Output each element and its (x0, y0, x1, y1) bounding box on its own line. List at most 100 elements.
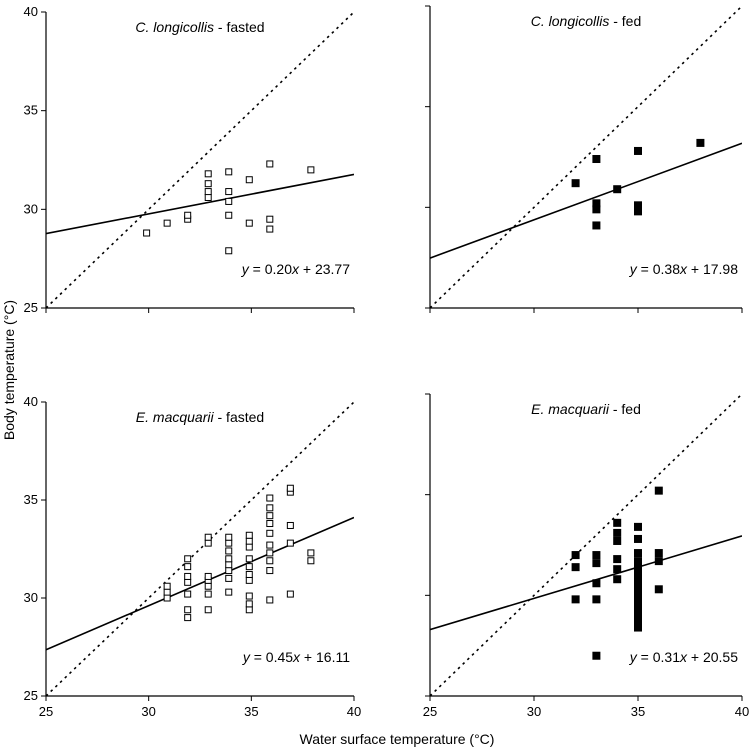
data-point (634, 522, 642, 531)
x-axis-label: Water surface temperature (°C) (300, 731, 495, 747)
data-point (654, 585, 663, 594)
data-point (225, 574, 233, 582)
data-point (286, 590, 294, 598)
data-point (592, 651, 601, 660)
data-point (613, 518, 622, 527)
data-point (245, 600, 253, 608)
data-point (163, 582, 171, 590)
equation-part: y (241, 261, 250, 277)
data-point (225, 555, 233, 563)
data-point (571, 595, 580, 604)
data-point (204, 590, 212, 598)
data-point (592, 559, 601, 568)
equation-part: = 0.31 (637, 649, 680, 665)
data-point (286, 484, 294, 492)
data-point (225, 247, 233, 255)
y-tick-label: 35 (24, 492, 38, 507)
data-point (634, 146, 642, 155)
data-point (307, 557, 315, 565)
data-point (634, 549, 642, 558)
data-point (654, 549, 663, 558)
y-tick-label: 25 (24, 300, 38, 315)
data-point (204, 170, 212, 178)
data-point (245, 563, 253, 571)
data-point (592, 579, 601, 588)
data-point (266, 529, 274, 537)
data-point (225, 168, 233, 176)
equation-part: x (679, 261, 688, 277)
equation-part: x (292, 649, 301, 665)
data-point (266, 160, 274, 168)
y-tick-label: 35 (24, 103, 38, 118)
data-point (184, 590, 192, 598)
species-name: E. macquarii (531, 401, 610, 417)
data-point (266, 225, 274, 233)
data-point (245, 555, 253, 563)
data-point (204, 606, 212, 614)
y-tick-label: 40 (24, 4, 38, 19)
identity-line (430, 6, 742, 308)
data-point (613, 575, 622, 584)
equation-part: y (629, 261, 638, 277)
data-point (307, 549, 315, 557)
treatment-label: - fasted (214, 409, 265, 425)
treatment-label: - fed (609, 13, 641, 29)
data-point (266, 549, 274, 557)
panel-title: E. macquarii - fasted (136, 409, 264, 425)
treatment-label: - fasted (214, 19, 265, 35)
equation-part: y (629, 649, 638, 665)
x-tick-label: 30 (527, 704, 541, 719)
equation-part: x (291, 261, 300, 277)
treatment-label: - fed (609, 401, 641, 417)
x-tick-label: 25 (39, 704, 53, 719)
data-point (204, 572, 212, 580)
chart-panel-3: 25 30 35 40 25 30 35 40 E. macquarii - fasted y =… (24, 394, 362, 719)
data-point (654, 486, 663, 495)
regression-line (46, 173, 354, 235)
x-tick-label: 30 (141, 704, 155, 719)
data-point (592, 595, 601, 604)
y-tick-label: 40 (24, 394, 38, 409)
panel-title: E. macquarii - fed (531, 401, 641, 417)
data-point (225, 561, 233, 569)
regression-line (430, 535, 742, 631)
regression-equation: y = 0.31x + 20.55 (629, 649, 738, 665)
panel-title: C. longicollis - fed (531, 13, 642, 29)
data-point (204, 193, 212, 201)
data-point (634, 534, 642, 543)
data-point (204, 582, 212, 590)
data-point (204, 188, 212, 196)
data-point (163, 219, 171, 227)
data-point (225, 533, 233, 541)
equation-part: + 16.11 (300, 649, 350, 665)
data-point (266, 512, 274, 520)
data-point (613, 565, 622, 574)
data-point (245, 576, 253, 584)
x-tick-label: 40 (347, 704, 361, 719)
data-point (266, 504, 274, 512)
regression-line (430, 142, 742, 259)
data-point (184, 578, 192, 586)
identity-line (430, 394, 742, 696)
y-tick-label: 30 (24, 590, 38, 605)
regression-equation: y = 0.38x + 17.98 (629, 261, 738, 277)
y-tick-label: 30 (24, 201, 38, 216)
panel-title: C. longicollis - fasted (135, 19, 264, 35)
data-point (184, 614, 192, 622)
data-point (592, 551, 601, 560)
data-point (184, 211, 192, 219)
data-point (225, 211, 233, 219)
equation-part: y (242, 649, 251, 665)
equation-part: x (679, 649, 688, 665)
equation-part: + 23.77 (299, 261, 350, 277)
data-point (225, 567, 233, 575)
equation-part: + 17.98 (687, 261, 738, 277)
data-point (613, 536, 622, 545)
equation-part: = 0.45 (250, 649, 293, 665)
data-point (571, 551, 580, 560)
data-point (225, 188, 233, 196)
data-point (592, 221, 601, 230)
data-point (571, 179, 580, 188)
data-point (613, 185, 622, 194)
